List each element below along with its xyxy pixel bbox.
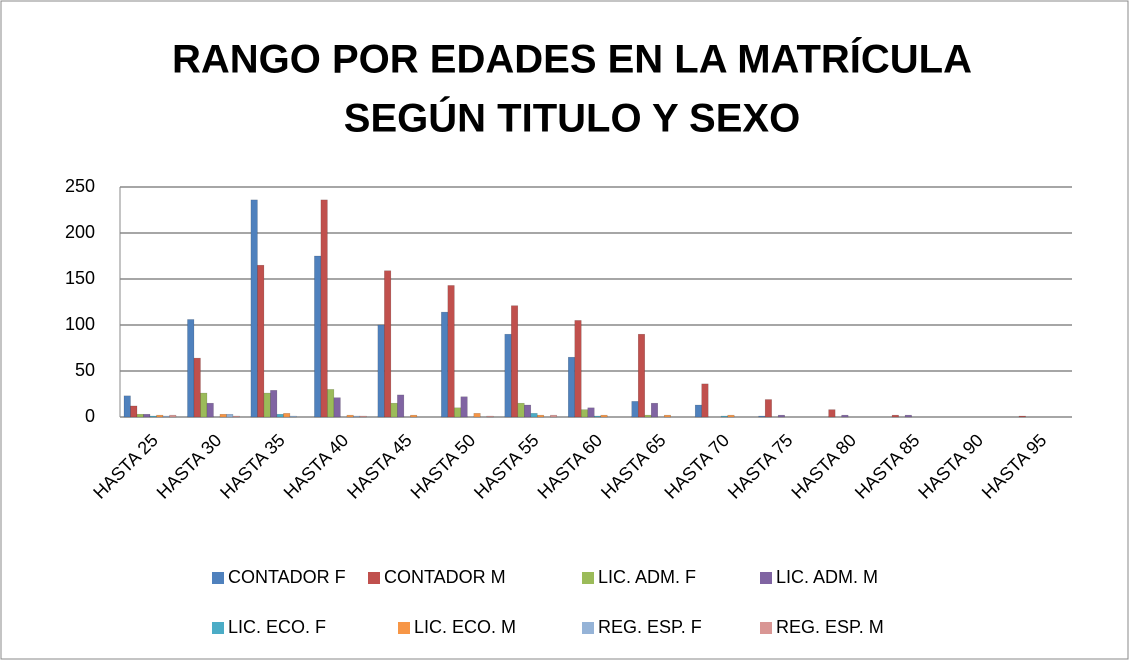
bar (891, 414, 899, 418)
bar (377, 324, 385, 418)
legend-label: LIC. ECO. M (414, 617, 516, 637)
bar (257, 264, 265, 418)
bar (511, 305, 519, 418)
bar (156, 414, 164, 418)
legend-label: REG. ESP. F (598, 617, 702, 637)
legend-label: LIC. ECO. F (228, 617, 326, 637)
y-tick-label: 250 (65, 176, 95, 196)
bar (517, 402, 525, 418)
legend-label: REG. ESP. M (776, 617, 884, 637)
bar (333, 397, 341, 418)
bar (587, 407, 595, 418)
bar (143, 413, 151, 418)
bar (149, 415, 157, 418)
bar (764, 399, 772, 418)
bar (410, 414, 418, 418)
bar (130, 405, 138, 418)
bar (663, 414, 671, 418)
bar (327, 389, 335, 418)
bar (1018, 415, 1026, 418)
bar (904, 414, 912, 418)
bar (123, 395, 131, 418)
bar (169, 414, 177, 418)
y-tick-label: 50 (75, 360, 95, 380)
bar (353, 415, 361, 418)
bar (226, 413, 234, 418)
bar (346, 414, 354, 418)
bar (397, 394, 405, 418)
bar (537, 414, 545, 418)
bar (777, 414, 785, 418)
legend-swatch (212, 622, 224, 634)
bar (447, 285, 455, 418)
bar (359, 415, 367, 418)
bar (314, 255, 322, 418)
bar (650, 402, 658, 418)
y-tick-label: 100 (65, 314, 95, 334)
bar (206, 402, 214, 418)
bar (460, 396, 468, 418)
bar (232, 415, 240, 418)
legend-label: LIC. ADM. M (776, 567, 878, 587)
bar (289, 415, 297, 418)
legend-swatch (760, 622, 772, 634)
bar (727, 414, 735, 418)
bar (637, 333, 645, 418)
bar (568, 356, 576, 418)
bar (276, 413, 284, 418)
bar (441, 311, 449, 418)
bar (384, 270, 392, 418)
bar (694, 404, 702, 418)
bar (841, 414, 849, 418)
bar (644, 414, 652, 418)
bar (320, 199, 328, 418)
bar (701, 383, 709, 418)
bar (390, 402, 398, 418)
bar (454, 407, 462, 418)
bar (162, 415, 170, 418)
bar (486, 415, 494, 418)
bar (600, 414, 608, 418)
bar (270, 390, 278, 418)
bar (263, 392, 271, 418)
bar (758, 415, 766, 418)
legend-swatch (760, 572, 772, 584)
bar (504, 333, 512, 418)
chart-title: SEGÚN TITULO Y SEXO (344, 95, 800, 141)
legend-swatch (582, 622, 594, 634)
bar (720, 415, 728, 418)
bar (530, 413, 538, 418)
bar (250, 199, 258, 418)
bar (473, 413, 481, 418)
chart-title: RANGO POR EDADES EN LA MATRÍCULA (172, 37, 972, 82)
legend-swatch (368, 572, 380, 584)
bar (581, 409, 589, 418)
bar (574, 320, 582, 418)
legend-swatch (398, 622, 410, 634)
bar (631, 401, 639, 418)
y-tick-label: 150 (65, 268, 95, 288)
legend-swatch (212, 572, 224, 584)
y-tick-label: 200 (65, 222, 95, 242)
bar (187, 319, 195, 418)
bar (594, 415, 602, 418)
bar (219, 413, 227, 418)
legend-swatch (582, 572, 594, 584)
bar (524, 404, 532, 418)
legend-label: LIC. ADM. F (598, 567, 696, 587)
bar (136, 413, 144, 418)
y-tick-label: 0 (85, 406, 95, 426)
bar (193, 357, 201, 418)
bar (828, 409, 836, 418)
legend-label: CONTADOR F (228, 567, 346, 587)
bar (550, 414, 558, 418)
bar (283, 413, 291, 418)
bar (200, 392, 208, 418)
legend-label: CONTADOR M (384, 567, 506, 587)
